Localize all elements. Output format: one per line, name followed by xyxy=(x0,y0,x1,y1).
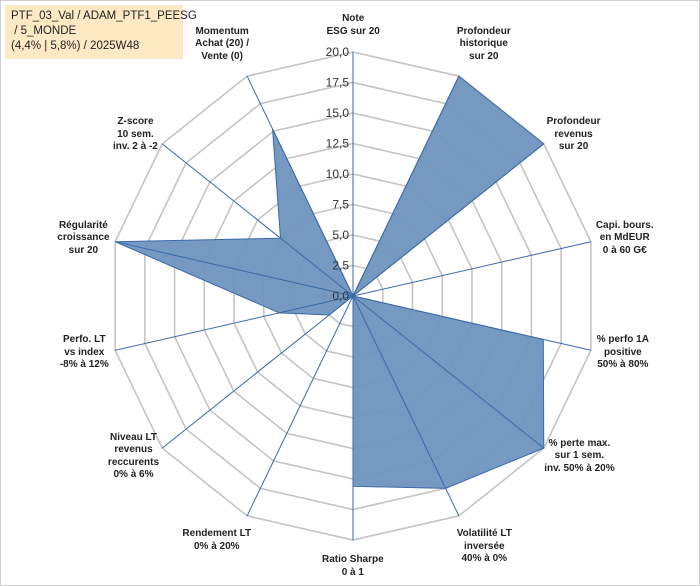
axis-spoke xyxy=(352,241,591,297)
axis-label-line: 10 sem. xyxy=(117,128,154,140)
axis-spoke xyxy=(115,295,354,351)
chart-title-line-1: PTF_03_Val / ADAM_PTF1_PEESG xyxy=(11,10,197,22)
tick-label: 17,5 xyxy=(326,76,350,90)
tick-label: 7,5 xyxy=(332,198,349,212)
chart-title-box: PTF_03_Val / ADAM_PTF1_PEESG / 5_MONDE (… xyxy=(5,5,197,59)
axis-label-line: Vente (0) xyxy=(201,50,243,62)
axis-label-line: Volatilité LT xyxy=(456,528,512,540)
axis-label-line: 0 à 1 xyxy=(341,566,364,578)
tick-label: 2,5 xyxy=(332,259,349,273)
axis-label-line: Profondeur xyxy=(546,116,601,128)
chart-title-line-2: / 5_MONDE xyxy=(11,25,77,37)
axis-spoke xyxy=(161,295,354,449)
tick-label: 10,0 xyxy=(326,167,350,181)
axis-label: Niveau LT revenus reccurents 0% à 6% xyxy=(108,432,159,482)
axis-label-line: sur 20 xyxy=(68,244,99,256)
axis-label-line: en MdEUR xyxy=(599,232,650,244)
axis-label: Perfo. LT vs index -8% à 12% xyxy=(60,334,109,372)
axis-label: Rendement LT 0% à 20% xyxy=(182,528,251,553)
axis-label: Profondeur revenus sur 20 xyxy=(547,116,601,154)
axis-label-line: positive xyxy=(603,346,642,358)
axis-spoke xyxy=(161,143,354,297)
axis-label-line: 50% à 80% xyxy=(597,359,649,371)
tick-label: 5,0 xyxy=(332,228,349,242)
axis-label-line: sur 1 sem. xyxy=(554,450,605,462)
axis-label-line: Perfo. LT xyxy=(62,334,106,346)
axis-spoke xyxy=(352,295,545,449)
axis-label-line: 0 à 60 G€ xyxy=(602,244,647,256)
axis-label-line: Ratio Sharpe xyxy=(322,554,384,565)
axis-label-line: sur 20 xyxy=(469,50,499,62)
axis-label: Capi. bours. en MdEUR 0 à 60 G€ xyxy=(596,220,654,258)
tick-label: 12,5 xyxy=(326,137,350,151)
axis-label: Régularité croissance sur 20 xyxy=(57,220,109,258)
axis-label-line: Momentum xyxy=(195,25,249,37)
axis-label-line: sur 20 xyxy=(558,141,589,153)
axis-spoke xyxy=(246,75,354,297)
axis-label-line: revenus xyxy=(554,128,593,140)
axis-label-line: reccurents xyxy=(107,456,160,468)
axis-label-line: % perfo 1A xyxy=(596,334,649,346)
axis-label-line: 40% à 0% xyxy=(461,553,508,565)
axis-label-line: Niveau LT xyxy=(109,431,158,443)
axis-label: Note ESG sur 20 xyxy=(327,13,380,38)
axis-label-line: 0% à 20% xyxy=(193,540,240,552)
axis-label-line: inv. 2 à -2 xyxy=(113,141,158,153)
axis-label: Ratio Sharpe 0 à 1 xyxy=(322,554,384,579)
axis-label-line: Capi. bours. xyxy=(595,219,654,231)
axis-label-line: -8% à 12% xyxy=(59,359,109,371)
axis-label: Z-score 10 sem. inv. 2 à -2 xyxy=(113,116,158,154)
axis-label-line: inversée xyxy=(463,540,505,552)
axis-spoke xyxy=(352,295,591,351)
axis-label-line: vs index xyxy=(64,346,105,358)
axis-label-line: Achat (20) / xyxy=(195,38,250,50)
axis-label-line: 0% à 6% xyxy=(113,469,154,481)
axis-label: Profondeur historique sur 20 xyxy=(457,26,511,64)
tick-label: 0,0 xyxy=(332,289,349,303)
axis-label-line: croissance xyxy=(57,232,110,244)
axis-label: Momentum Achat (20) / Vente (0) xyxy=(195,26,249,64)
axis-spoke xyxy=(246,295,354,517)
axis-label-line: revenus xyxy=(114,444,153,456)
axis-label: % perfo 1A positive 50% à 80% xyxy=(597,334,649,372)
axis-spoke xyxy=(352,143,545,297)
axis-spoke xyxy=(115,241,354,297)
axis-label-line: Rendement LT xyxy=(182,528,252,540)
axis-label-line: Régularité xyxy=(58,219,108,231)
axis-label-line: % perte max. xyxy=(548,437,611,449)
axis-label-line: Z-score xyxy=(117,116,154,128)
axis-label-line: Note xyxy=(342,13,365,24)
axis-label: % perte max. sur 1 sem. inv. 50% à 20% xyxy=(544,438,614,476)
axis-label-line: ESG sur 20 xyxy=(326,25,380,37)
tick-label: 20,0 xyxy=(326,45,350,59)
axis-label-line: inv. 50% à 20% xyxy=(544,462,615,474)
axis-label-line: historique xyxy=(459,38,508,50)
axis-spoke xyxy=(352,75,460,297)
chart-title-line-3: (4,4% | 5,8%) / 2025W48 xyxy=(11,40,140,52)
axis-label-line: Profondeur xyxy=(456,25,511,37)
tick-label: 15,0 xyxy=(326,106,350,120)
axis-spoke xyxy=(352,295,460,517)
axis-label: Volatilité LT inversée 40% à 0% xyxy=(457,528,512,566)
